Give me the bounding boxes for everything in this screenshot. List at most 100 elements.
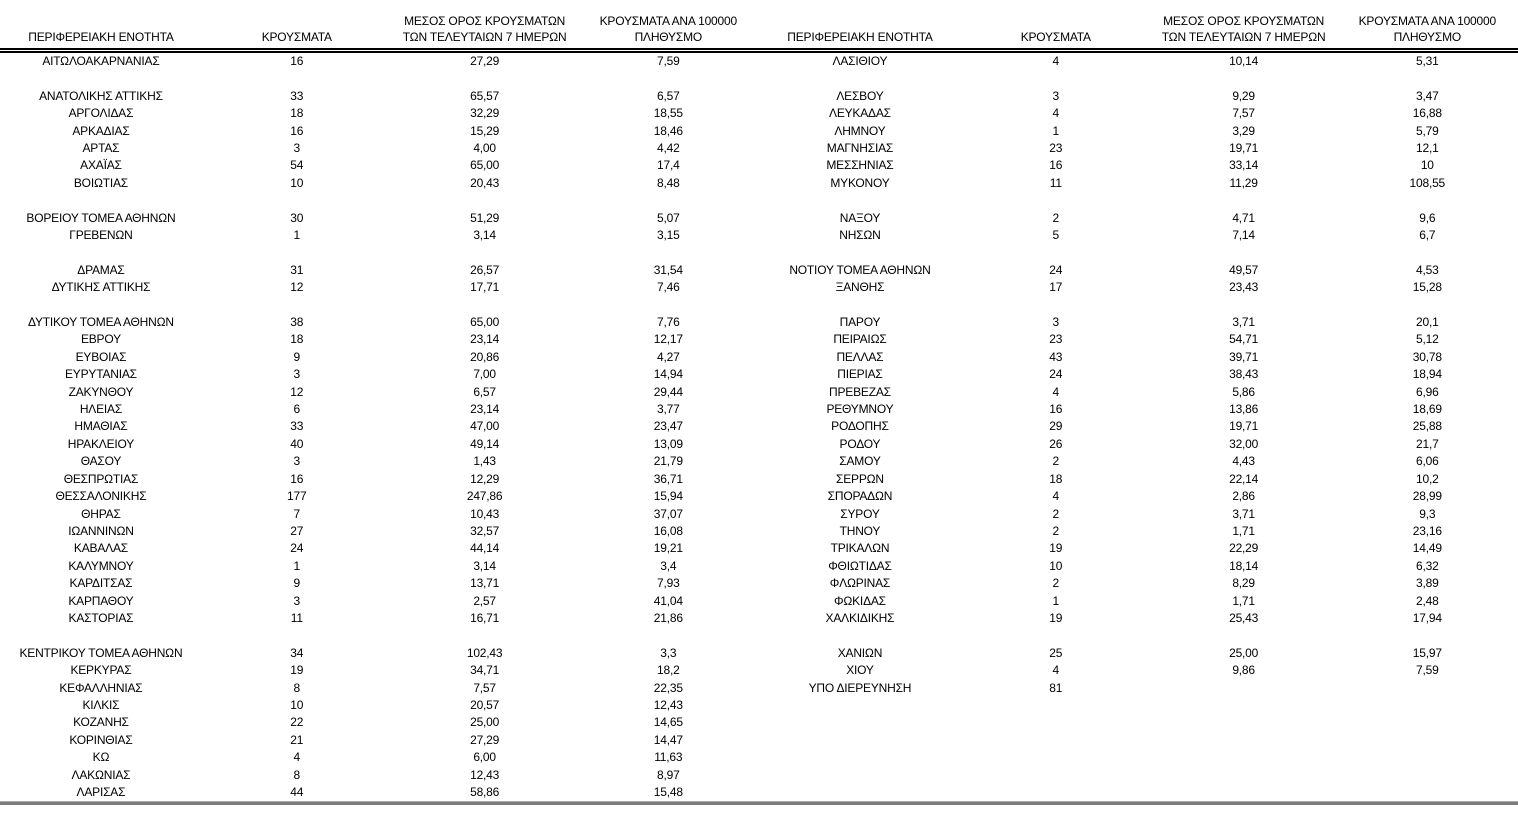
avg-7day-cell [392, 627, 578, 644]
cases-cell: 24 [1049, 262, 1063, 277]
region-name-cell: ΕΒΡΟΥ [80, 332, 121, 347]
cases-cell: 1 [293, 228, 301, 243]
region-name-cell: ΚΕΦΑΛΛΗΝΙΑΣ [59, 680, 143, 695]
avg-7day-cell [1151, 627, 1337, 644]
region-name-cell: ΞΑΝΘΗΣ [835, 280, 885, 295]
avg-7day-cell: 4,43 [1232, 454, 1255, 469]
avg-7day-cell: 1,71 [1232, 593, 1255, 608]
table-row: ΑΡΤΑΣ 3 4,00 4,42 [0, 140, 759, 157]
avg-7day-cell: 49,57 [1229, 262, 1259, 277]
cases-cell: 3 [293, 367, 301, 382]
region-name-cell: ΧΑΝΙΩΝ [837, 645, 883, 660]
table-row: ΙΩΑΝΝΙΝΩΝ 27 32,57 16,08 [0, 523, 759, 540]
region-name-cell [0, 70, 202, 87]
table-row: ΠΕΛΛΑΣ 43 39,71 30,78 [759, 349, 1518, 366]
per-100k-cell: 5,12 [1416, 332, 1439, 347]
table-row: ΡΕΘΥΜΝΟΥ 16 13,86 18,69 [759, 401, 1518, 418]
avg-7day-cell: 17,71 [470, 280, 500, 295]
table-row: ΣΥΡΟΥ 2 3,71 9,3 [759, 506, 1518, 523]
avg-7day-cell: 19,71 [1229, 419, 1259, 434]
avg-7day-cell: 3,14 [473, 558, 496, 573]
header-line2: ΠΕΡΙΦΕΡΕΙΑΚΗ ΕΝΟΤΗΤΑ [787, 30, 933, 44]
avg-7day-cell: 2,86 [1232, 489, 1255, 504]
per-100k-cell [1337, 732, 1518, 749]
per-100k-cell: 3,15 [657, 228, 680, 243]
region-name-cell: ΕΥΒΟΙΑΣ [75, 349, 127, 364]
table-row: ΠΙΕΡΙΑΣ 24 38,43 18,94 [759, 366, 1518, 383]
per-100k-cell: 12,43 [653, 697, 683, 712]
avg-7day-cell: 34,71 [470, 663, 500, 678]
avg-7day-cell: 58,86 [470, 784, 500, 799]
region-name-cell: ΑΧΑΪΑΣ [80, 158, 122, 173]
header-line2: ΤΩΝ ΤΕΛΕΥΤΑΙΩΝ 7 ΗΜΕΡΩΝ [402, 30, 567, 44]
cases-cell: 19 [1049, 610, 1063, 625]
avg-7day-cell: 5,86 [1232, 384, 1255, 399]
region-name-cell: ΚΕΡΚΥΡΑΣ [70, 663, 132, 678]
table-row: ΚΕΝΤΡΙΚΟΥ ΤΟΜΕΑ ΑΘΗΝΩΝ 34 102,43 3,3 [0, 645, 759, 662]
cases-cell [202, 627, 392, 644]
avg-7day-cell: 51,29 [470, 210, 500, 225]
region-name-cell: ΛΕΣΒΟΥ [836, 88, 884, 103]
region-name-cell [0, 192, 202, 209]
table-spacer-row [0, 192, 759, 209]
region-name-cell: ΗΛΕΙΑΣ [79, 402, 123, 417]
per-100k-cell: 22,35 [653, 680, 683, 695]
per-100k-cell [1337, 697, 1518, 714]
avg-7day-cell: 7,14 [1232, 228, 1255, 243]
region-name-cell: ΚΑΡΠΑΘΟΥ [68, 593, 134, 608]
table-spacer-row [759, 767, 1518, 784]
cases-cell [961, 297, 1151, 314]
per-100k-cell: 6,06 [1416, 454, 1439, 469]
region-name-cell: ΔΡΑΜΑΣ [77, 262, 125, 277]
region-name-cell: ΝΟΤΙΟΥ ΤΟΜΕΑ ΑΘΗΝΩΝ [789, 262, 931, 277]
table-row: ΧΑΝΙΩΝ 25 25,00 15,97 [759, 645, 1518, 662]
region-name-cell [759, 784, 961, 801]
column-header-avg-7day: ΜΕΣΟΣ ΟΡΟΣ ΚΡΟΥΣΜΑΤΩΝ ΤΩΝ ΤΕΛΕΥΤΑΙΩΝ 7 Η… [391, 0, 578, 53]
avg-7day-cell: 27,29 [470, 54, 500, 68]
table-row: ΕΥΡΥΤΑΝΙΑΣ 3 7,00 14,94 [0, 366, 759, 383]
per-100k-cell: 6,96 [1416, 384, 1439, 399]
per-100k-cell: 4,42 [657, 141, 680, 156]
avg-7day-cell: 12,29 [470, 471, 500, 486]
per-100k-cell: 23,16 [1412, 523, 1442, 538]
region-name-cell [759, 192, 961, 209]
per-100k-cell: 4,27 [657, 349, 680, 364]
per-100k-cell: 4,53 [1416, 262, 1439, 277]
region-name-cell: ΥΠΟ ΔΙΕΡΕΥΝΗΣΗ [808, 680, 912, 695]
per-100k-cell: 15,94 [653, 489, 683, 504]
table-row: ΣΠΟΡΑΔΩΝ 4 2,86 28,99 [759, 488, 1518, 505]
per-100k-cell [578, 192, 759, 209]
cases-cell: 44 [290, 784, 304, 799]
table-row: ΗΛΕΙΑΣ 6 23,14 3,77 [0, 401, 759, 418]
table-row: ΑΡΓΟΛΙΔΑΣ 18 32,29 18,55 [0, 105, 759, 122]
per-100k-cell: 30,78 [1412, 349, 1442, 364]
cases-cell: 19 [290, 663, 304, 678]
avg-7day-cell: 47,00 [470, 419, 500, 434]
avg-7day-cell [392, 244, 578, 261]
cases-cell: 9 [293, 576, 301, 591]
avg-7day-cell: 6,57 [473, 384, 496, 399]
table-row: ΥΠΟ ΔΙΕΡΕΥΝΗΣΗ 81 [759, 680, 1518, 697]
avg-7day-cell: 13,86 [1229, 402, 1259, 417]
cases-cell [202, 192, 392, 209]
avg-7day-cell: 247,86 [466, 489, 503, 504]
cases-cell [202, 297, 392, 314]
region-name-cell: ΚΑΡΔΙΤΣΑΣ [69, 576, 133, 591]
region-name-cell: ΛΑΡΙΣΑΣ [76, 784, 126, 799]
region-name-cell [0, 297, 202, 314]
region-name-cell: ΜΑΓΝΗΣΙΑΣ [826, 141, 894, 156]
avg-7day-cell: 15,29 [470, 123, 500, 138]
avg-7day-cell: 33,14 [1229, 158, 1259, 173]
per-100k-cell: 19,21 [653, 541, 683, 556]
cases-cell [961, 732, 1151, 749]
cases-cell: 3 [293, 454, 301, 469]
region-name-cell [759, 627, 961, 644]
avg-7day-cell [1151, 697, 1337, 714]
per-100k-cell: 8,48 [657, 175, 680, 190]
avg-7day-cell: 23,14 [470, 402, 500, 417]
avg-7day-cell: 23,14 [470, 332, 500, 347]
region-name-cell: ΚΩ [92, 750, 110, 765]
region-name-cell: ΦΩΚΙΔΑΣ [833, 593, 886, 608]
avg-7day-cell: 38,43 [1229, 367, 1259, 382]
region-name-cell [759, 714, 961, 731]
